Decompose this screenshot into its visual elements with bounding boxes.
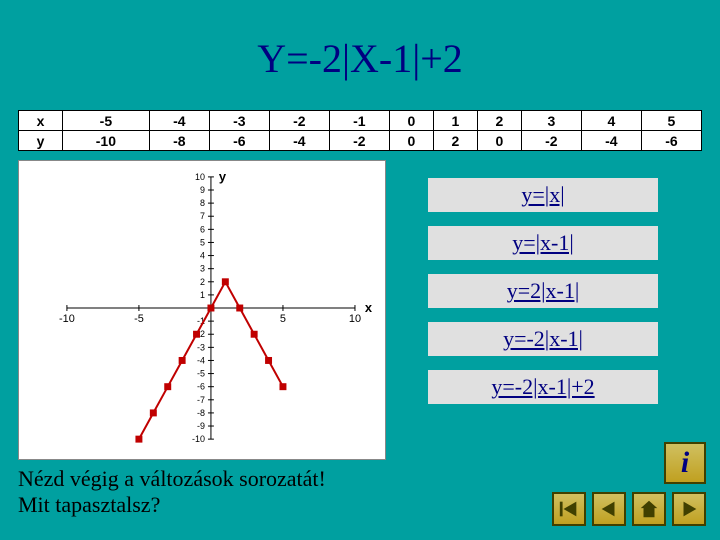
svg-text:8: 8 [200, 198, 205, 208]
table-cell: -1 [329, 111, 389, 131]
chart: -10-9-8-7-6-5-4-3-2-112345678910-10-5510… [18, 160, 386, 460]
svg-text:-6: -6 [197, 382, 205, 392]
table-cell: 0 [389, 111, 433, 131]
equation-item[interactable]: y=-2|x-1|+2 [428, 370, 658, 404]
table-cell: -6 [209, 131, 269, 151]
svg-text:3: 3 [200, 264, 205, 274]
next-icon [678, 498, 700, 520]
equation-list: y=|x| y=|x-1| y=2|x-1| y=-2|x-1| y=-2|x-1|+2 [428, 178, 658, 418]
table-cell: 2 [477, 111, 521, 131]
table-cell: 0 [389, 131, 433, 151]
table-cell: -10 [63, 131, 150, 151]
equation-item[interactable]: y=|x| [428, 178, 658, 212]
svg-text:10: 10 [349, 313, 361, 325]
svg-text:-9: -9 [197, 421, 205, 431]
table-cell: -2 [521, 131, 581, 151]
table-cell: -4 [269, 131, 329, 151]
equation-item[interactable]: y=2|x-1| [428, 274, 658, 308]
table-cell: -4 [581, 131, 641, 151]
svg-text:-5: -5 [134, 313, 144, 325]
svg-text:5: 5 [280, 313, 286, 325]
table-header-y: y [19, 131, 63, 151]
table-cell: 1 [433, 111, 477, 131]
svg-text:4: 4 [200, 251, 205, 261]
table-header-x: x [19, 111, 63, 131]
svg-text:2: 2 [200, 277, 205, 287]
nav-buttons [552, 492, 706, 526]
svg-text:-10: -10 [192, 434, 205, 444]
prompt-line-1: Nézd végig a változások sorozatát! [18, 466, 326, 491]
prev-button[interactable] [592, 492, 626, 526]
table-cell: 2 [433, 131, 477, 151]
equation-item[interactable]: y=-2|x-1| [428, 322, 658, 356]
table-cell: 5 [641, 111, 701, 131]
info-icon: i [681, 446, 689, 480]
svg-text:-8: -8 [197, 408, 205, 418]
svg-text:9: 9 [200, 185, 205, 195]
svg-text:-10: -10 [59, 313, 75, 325]
table-cell: 4 [581, 111, 641, 131]
svg-text:5: 5 [200, 237, 205, 247]
table-cell: -2 [269, 111, 329, 131]
table-cell: 3 [521, 111, 581, 131]
svg-text:6: 6 [200, 224, 205, 234]
table-cell: -3 [209, 111, 269, 131]
prev-icon [598, 498, 620, 520]
prompt-line-2: Mit tapasztalsz? [18, 492, 160, 517]
value-table: x-5-4-3-2-1012345 y-10-8-6-4-2020-2-4-6 [18, 110, 702, 151]
prompt-text: Nézd végig a változások sorozatát! Mit t… [18, 466, 326, 518]
svg-text:-3: -3 [197, 342, 205, 352]
table-cell: -4 [149, 111, 209, 131]
table-cell: -5 [63, 111, 150, 131]
table-cell: -8 [149, 131, 209, 151]
table-cell: -6 [641, 131, 701, 151]
svg-text:x: x [365, 300, 373, 315]
svg-text:-4: -4 [197, 355, 205, 365]
page-title: Y=-2|X-1|+2 [0, 35, 720, 82]
info-button[interactable]: i [664, 442, 706, 484]
svg-text:-5: -5 [197, 369, 205, 379]
home-button[interactable] [632, 492, 666, 526]
home-icon [638, 498, 660, 520]
first-icon [558, 498, 580, 520]
svg-text:1: 1 [200, 290, 205, 300]
svg-text:-7: -7 [197, 395, 205, 405]
chart-svg: -10-9-8-7-6-5-4-3-2-112345678910-10-5510… [19, 161, 385, 459]
first-button[interactable] [552, 492, 586, 526]
table-cell: -2 [329, 131, 389, 151]
svg-text:7: 7 [200, 211, 205, 221]
svg-text:10: 10 [195, 172, 205, 182]
slide: Y=-2|X-1|+2 x-5-4-3-2-1012345 y-10-8-6-4… [0, 0, 720, 540]
table-cell: 0 [477, 131, 521, 151]
equation-item[interactable]: y=|x-1| [428, 226, 658, 260]
svg-text:y: y [219, 169, 227, 184]
next-button[interactable] [672, 492, 706, 526]
